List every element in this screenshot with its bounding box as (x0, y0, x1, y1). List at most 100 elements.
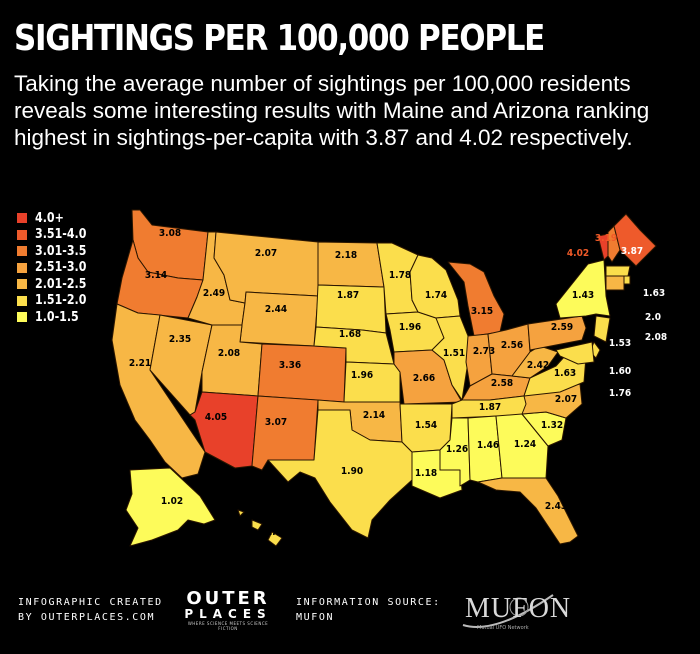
legend-swatch (17, 213, 27, 224)
outer-logo-bottom: PLACES (184, 607, 272, 621)
value-label-or: 3.14 (145, 270, 167, 281)
legend-label: 2.01-2.5 (35, 276, 87, 292)
legend-swatch (17, 262, 27, 273)
value-label-oh: 2.56 (501, 340, 523, 351)
value-label-mt: 2.07 (255, 248, 277, 259)
legend-swatch (17, 312, 27, 323)
subtitle: Taking the average number of sightings p… (14, 71, 650, 150)
value-label-me: 3.87 (621, 246, 643, 257)
value-label-wa: 3.08 (159, 228, 181, 239)
state-il (431, 315, 469, 401)
value-label-la: 1.18 (415, 468, 437, 479)
legend-label: 2.51-3.0 (35, 260, 87, 276)
value-label-ga: 1.24 (514, 439, 536, 450)
legend-swatch (17, 279, 27, 290)
value-label-mo: 2.66 (413, 373, 435, 384)
value-label-fl: 2.43 (545, 501, 567, 512)
value-label-ky: 2.58 (491, 378, 513, 389)
source-line-2: MUFON (296, 612, 335, 623)
legend-label: 3.51-4.0 (35, 227, 87, 243)
credit: INFOGRAPHIC CREATED BY OUTERPLACES.COM (18, 595, 163, 625)
value-label-ms: 1.26 (446, 444, 468, 455)
value-label-ca: 2.21 (129, 358, 151, 369)
mufon-logo: MUFON Mutual UFO Network (455, 585, 570, 635)
legend-swatch (17, 246, 27, 257)
state-ny (555, 259, 611, 319)
legend: 4.0+ 3.51-4.0 3.01-3.5 2.51-3.0 2.01-2.5 1.51… (17, 210, 96, 326)
legend-item: 3.51-4.0 (17, 227, 96, 244)
value-label-mn: 1.78 (389, 270, 411, 281)
state-me (613, 213, 657, 267)
state-ri (623, 275, 631, 285)
state-nh (607, 225, 621, 263)
legend-label: 3.01-3.5 (35, 243, 87, 259)
credit-line-1: INFOGRAPHIC CREATED (18, 597, 163, 608)
state-ak (125, 467, 216, 547)
state-mt (213, 231, 319, 304)
state-ks (343, 361, 401, 403)
legend-swatch (17, 295, 27, 306)
value-label-va: 1.63 (554, 368, 576, 379)
value-label-nh: 3.19 (595, 233, 617, 244)
value-label-in: 2.73 (473, 346, 495, 357)
legend-label: 4.0+ (35, 210, 64, 226)
value-label-ma: 1.63 (643, 288, 665, 299)
value-label-al: 1.46 (477, 440, 499, 451)
outer-places-logo: OUTER PLACES WHERE SCIENCE MEETS SCIENCE… (184, 588, 272, 632)
legend-item: 3.01-3.5 (17, 243, 96, 260)
legend-swatch (17, 229, 27, 240)
source: INFORMATION SOURCE: MUFON (296, 595, 441, 625)
value-label-ne: 1.68 (339, 329, 361, 340)
value-label-ut: 2.08 (218, 348, 240, 359)
state-nm (251, 395, 319, 471)
value-label-az: 4.05 (205, 412, 227, 423)
value-label-nv: 2.35 (169, 334, 191, 345)
source-line-1: INFORMATION SOURCE: (296, 597, 441, 608)
state-tx (267, 409, 413, 539)
value-label-nc: 2.07 (555, 394, 577, 405)
legend-item: 2.01-2.5 (17, 276, 96, 293)
legend-label: 1.51-2.0 (35, 293, 87, 309)
credit-line-2: BY OUTERPLACES.COM (18, 612, 156, 623)
state-hi (237, 509, 283, 547)
value-label-sd: 1.87 (337, 290, 359, 301)
value-label-vt: 4.02 (567, 248, 589, 259)
state-co (257, 343, 347, 403)
state-fl (477, 477, 579, 545)
legend-item: 1.0-1.5 (17, 309, 96, 326)
value-label-co: 3.36 (279, 360, 301, 371)
value-label-ok: 2.14 (363, 410, 385, 421)
state-ct (605, 275, 625, 291)
value-label-nm: 3.07 (265, 417, 287, 428)
value-label-nj: 1.53 (609, 338, 631, 349)
legend-item: 4.0+ (17, 210, 96, 227)
legend-item: 2.51-3.0 (17, 260, 96, 277)
value-label-hi: 1.79 (266, 527, 288, 538)
value-label-ri: 2.0 (645, 312, 661, 323)
value-label-tx: 1.90 (341, 466, 363, 477)
value-label-il: 1.51 (443, 348, 465, 359)
value-label-pa: 2.59 (551, 322, 573, 333)
outer-logo-tagline: WHERE SCIENCE MEETS SCIENCE FICTION (187, 621, 269, 631)
value-label-md: 1.76 (609, 388, 631, 399)
value-label-ny: 1.43 (572, 290, 594, 301)
state-ma (605, 265, 631, 277)
outer-logo-top: OUTER (186, 588, 270, 609)
value-label-id: 2.49 (203, 288, 225, 299)
page-title: SIGHTINGS PER 100,000 PEOPLE (14, 18, 545, 59)
state-md (555, 341, 595, 365)
value-label-ks: 1.96 (351, 370, 373, 381)
value-label-de: 1.60 (609, 366, 631, 377)
value-label-sc: 1.32 (541, 420, 563, 431)
state-nj (593, 315, 611, 343)
legend-label: 1.0-1.5 (35, 309, 79, 325)
state-nd (317, 241, 385, 288)
legend-item: 1.51-2.0 (17, 293, 96, 310)
state-wy (239, 291, 319, 347)
value-label-tn: 1.87 (479, 402, 501, 413)
value-label-wv: 2.42 (527, 360, 549, 371)
value-label-ia: 1.96 (399, 322, 421, 333)
state-nc (521, 383, 583, 419)
value-label-nd: 2.18 (335, 250, 357, 261)
